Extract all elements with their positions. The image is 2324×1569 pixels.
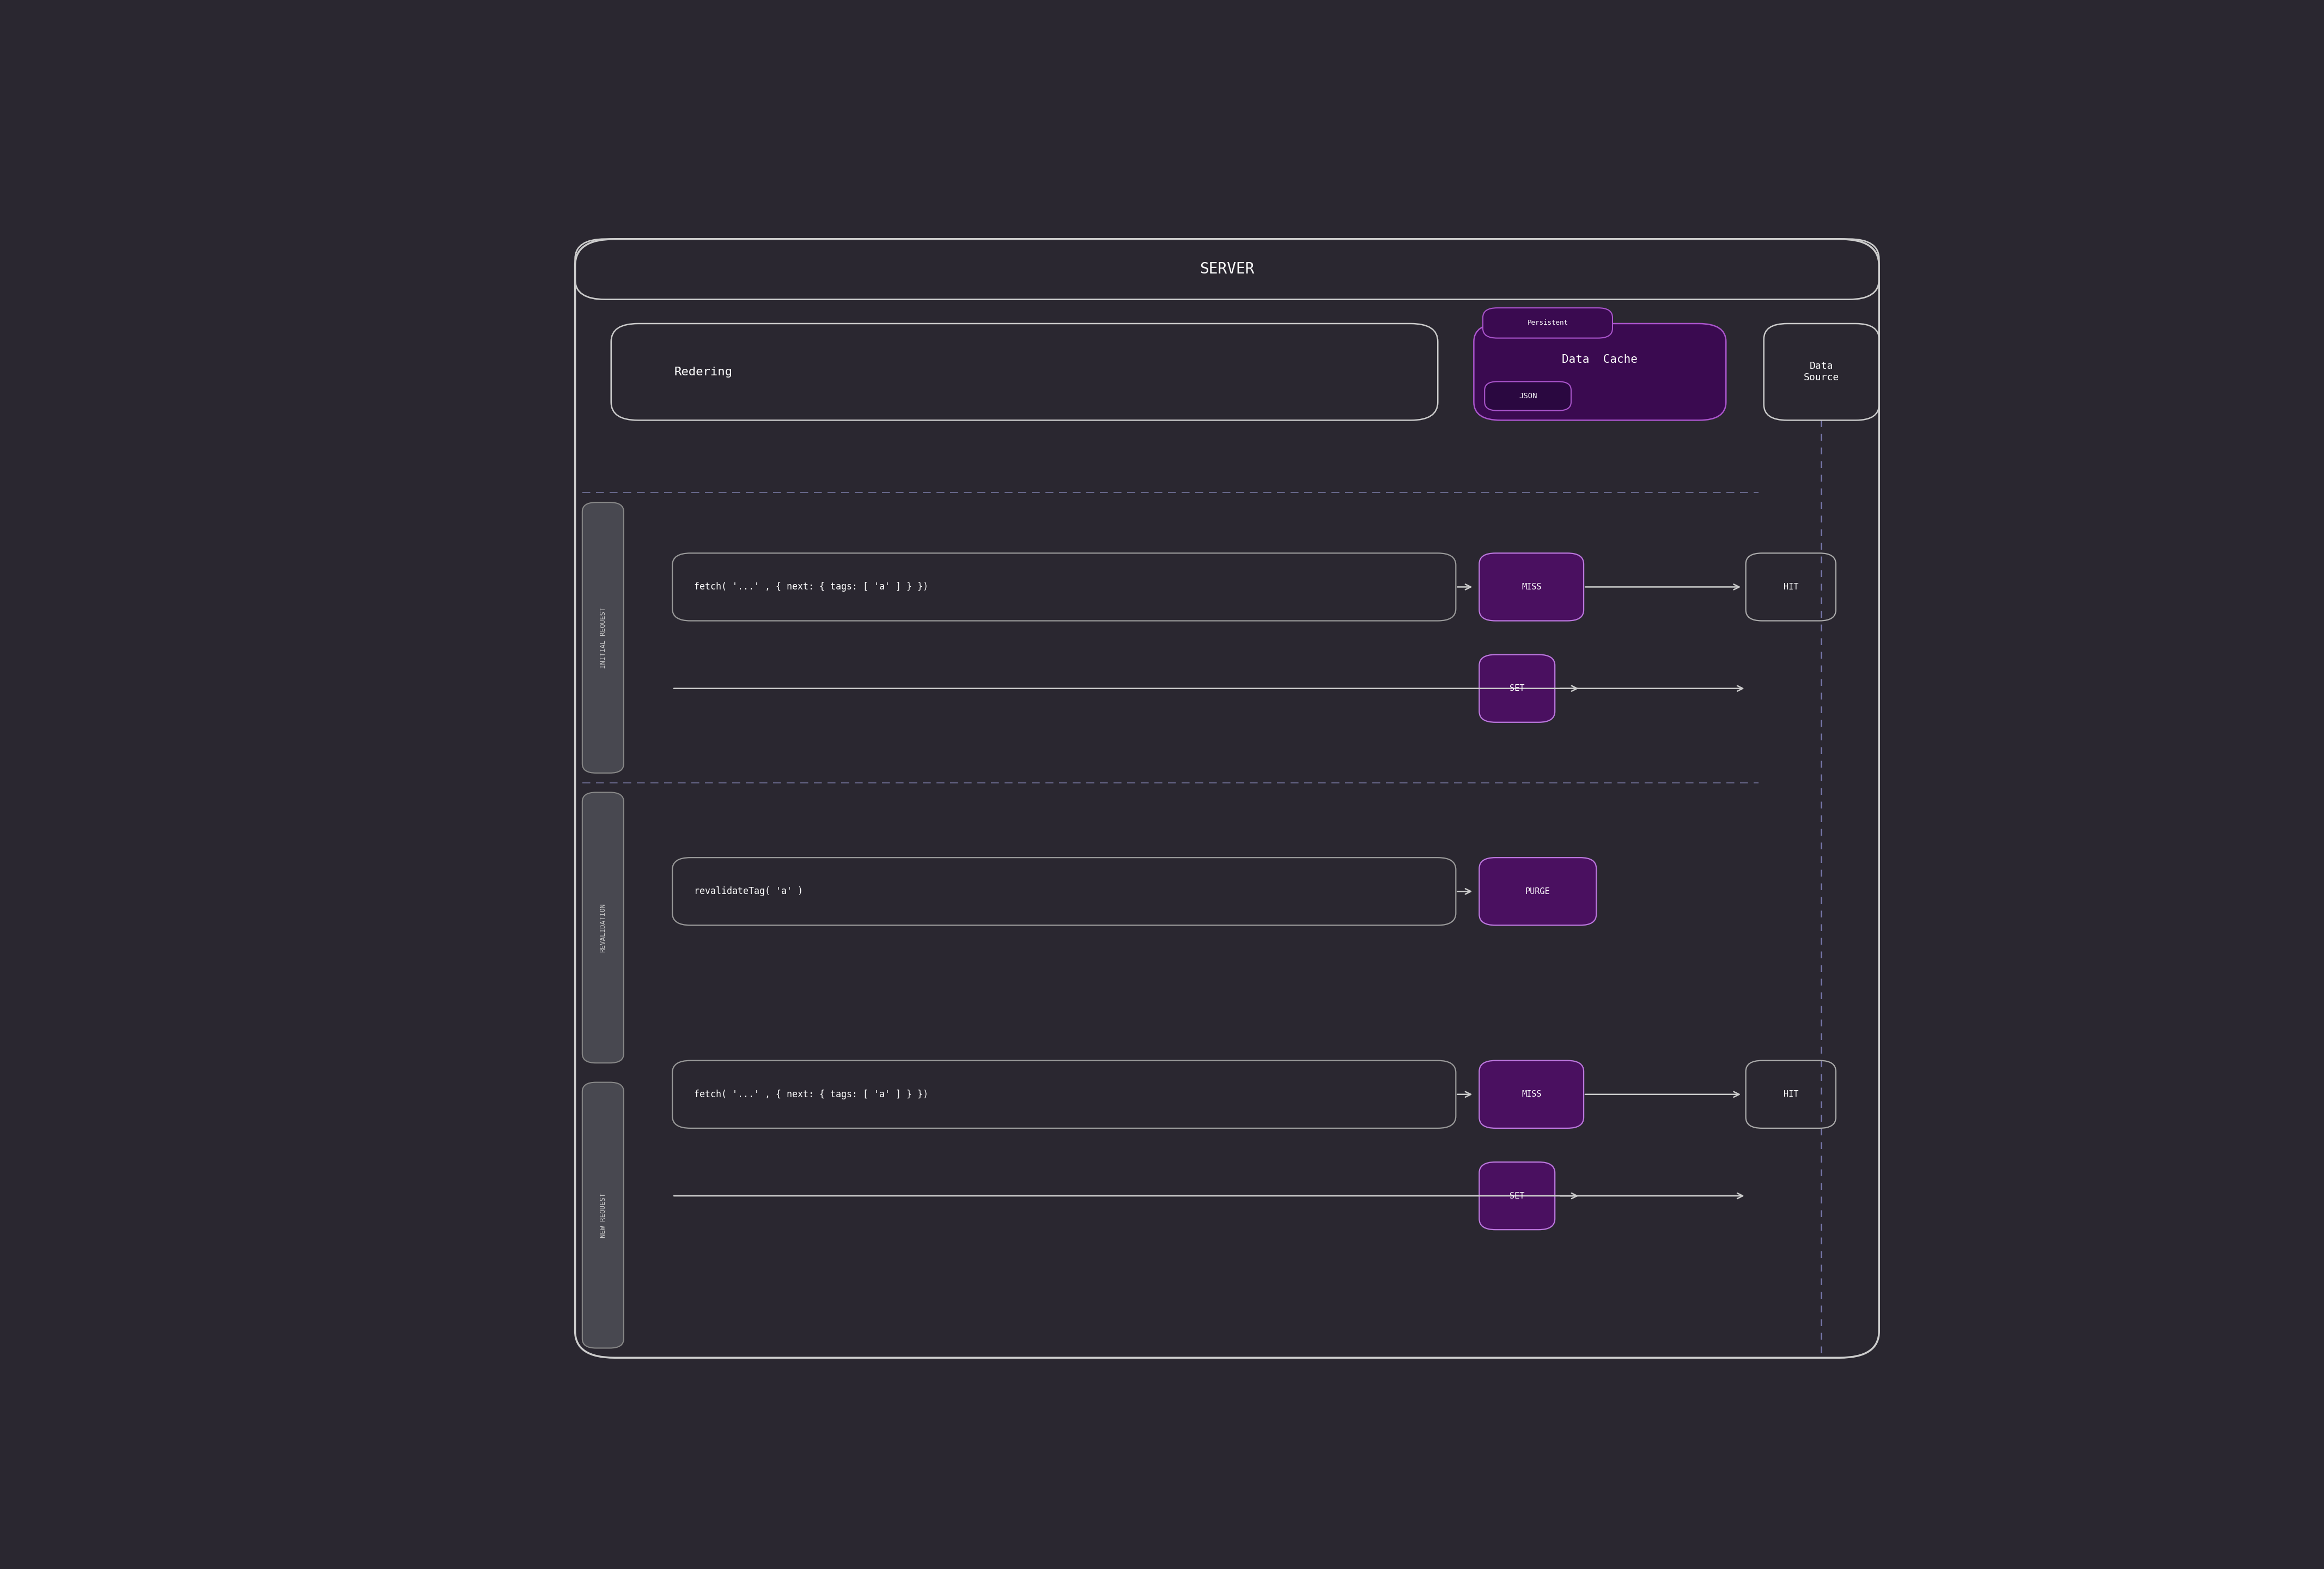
Text: fetch( '...' , { next: { tags: [ 'a' ] } }): fetch( '...' , { next: { tags: [ 'a' ] }…	[695, 1089, 927, 1100]
Text: MISS: MISS	[1522, 1090, 1541, 1098]
FancyBboxPatch shape	[1480, 1163, 1555, 1230]
Text: NEW REQUEST: NEW REQUEST	[600, 1192, 607, 1238]
Text: Persistent: Persistent	[1527, 320, 1569, 326]
Text: REVALIDATION: REVALIDATION	[600, 904, 607, 952]
Text: Redering: Redering	[674, 367, 732, 378]
Text: HIT: HIT	[1783, 582, 1799, 592]
FancyBboxPatch shape	[583, 792, 623, 1062]
FancyBboxPatch shape	[1480, 1061, 1583, 1128]
Text: HIT: HIT	[1783, 1090, 1799, 1098]
FancyBboxPatch shape	[1473, 323, 1727, 420]
Text: revalidateTag( 'a' ): revalidateTag( 'a' )	[695, 886, 802, 896]
Text: SERVER: SERVER	[1199, 262, 1255, 276]
Text: Data  Cache: Data Cache	[1562, 355, 1638, 366]
Text: JSON: JSON	[1518, 392, 1536, 400]
Text: SET: SET	[1511, 684, 1525, 692]
FancyBboxPatch shape	[583, 1083, 623, 1348]
Text: PURGE: PURGE	[1525, 888, 1550, 896]
FancyBboxPatch shape	[1480, 554, 1583, 621]
FancyBboxPatch shape	[1480, 654, 1555, 722]
Text: SET: SET	[1511, 1192, 1525, 1200]
Text: INITIAL REQUEST: INITIAL REQUEST	[600, 607, 607, 668]
Text: MISS: MISS	[1522, 582, 1541, 592]
FancyBboxPatch shape	[1480, 858, 1597, 926]
FancyBboxPatch shape	[1485, 381, 1571, 411]
Text: Data
Source: Data Source	[1803, 361, 1838, 383]
FancyBboxPatch shape	[583, 502, 623, 774]
FancyBboxPatch shape	[574, 238, 1880, 1357]
FancyBboxPatch shape	[1483, 308, 1613, 337]
Text: fetch( '...' , { next: { tags: [ 'a' ] } }): fetch( '...' , { next: { tags: [ 'a' ] }…	[695, 582, 927, 592]
